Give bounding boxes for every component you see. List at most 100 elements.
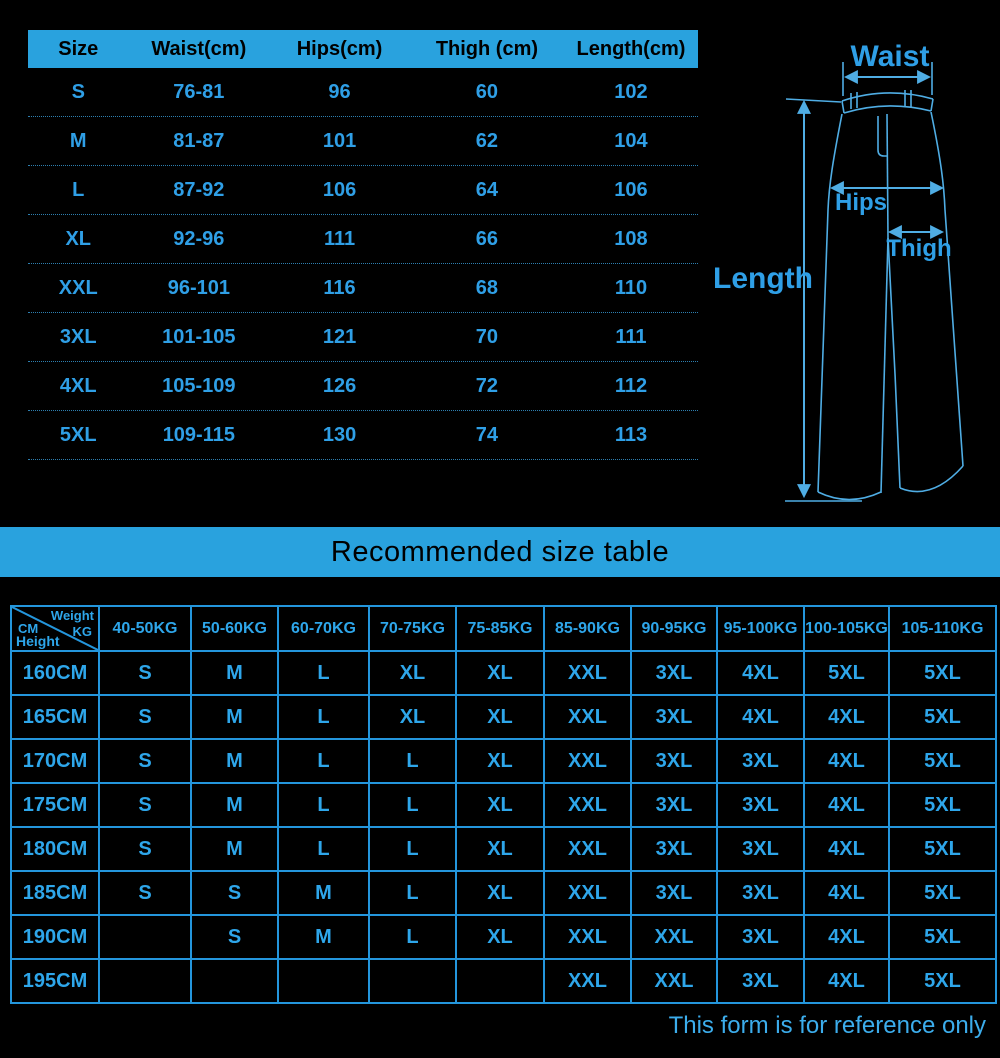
size-value-cell: S <box>98 782 192 828</box>
measurement-cell: 72 <box>475 374 499 397</box>
measurement-table-row: 4XL 105-109 126 72 112 <box>28 362 698 411</box>
column-header-hips: Hips(cm) <box>296 38 383 60</box>
measurement-cell: 121 <box>322 325 357 348</box>
right-hem-line <box>899 465 964 493</box>
size-value-cell: 3XL <box>716 958 805 1004</box>
height-cell: 190CM <box>10 914 100 960</box>
size-value-cell: 5XL <box>888 650 997 696</box>
measurement-cell: 60 <box>475 80 499 103</box>
recommended-table-row: 195CM XXL XXL 3XL 4XL 5XL <box>10 958 997 1004</box>
measurement-table-body: S 76-81 96 60 102 M 81-87 101 62 104 L 87-92 106 64 10… <box>28 68 698 460</box>
size-value-cell: S <box>190 870 279 916</box>
size-value-cell: 5XL <box>888 914 997 960</box>
weight-range-header: 100-105KG <box>803 605 890 652</box>
recommended-table-row: 165CM S M L XL XL XXL 3XL 4XL 4XL 5XL <box>10 694 997 740</box>
measurement-cell: 76-81 <box>173 80 225 103</box>
weight-range-header: 50-60KG <box>190 605 279 652</box>
size-value-cell <box>98 914 192 960</box>
size-value-cell: XL <box>455 914 545 960</box>
belt-loops <box>850 90 912 109</box>
measurement-cell: 101-105 <box>162 325 236 348</box>
size-value-cell: M <box>190 650 279 696</box>
recommended-table-row: 190CM S M L XL XXL XXL 3XL 4XL 5XL <box>10 914 997 960</box>
corner-weight-label: Weight <box>50 608 94 623</box>
banner-title: Recommended size table <box>330 535 670 568</box>
size-value-cell: M <box>277 914 370 960</box>
size-value-cell: S <box>98 694 192 740</box>
size-value-cell: 4XL <box>803 870 890 916</box>
pants-outline-drawing: Waist Hips Thigh Length <box>713 40 964 502</box>
size-value-cell: XL <box>455 650 545 696</box>
measurement-cell: 96-101 <box>167 276 230 299</box>
measurement-cell: 74 <box>475 423 499 446</box>
recommended-table-body: 160CM S M L XL XL XXL 3XL 4XL 5XL 5XL 165CM S M L XL XL X… <box>10 650 997 1004</box>
size-value-cell: XXL <box>543 870 632 916</box>
size-value-cell: M <box>190 694 279 740</box>
height-cell: 165CM <box>10 694 100 740</box>
recommended-table-header-row: Weight KG CM Height 40-50KG 50-60KG 60-70K… <box>10 605 997 652</box>
recommended-table-row: 175CM S M L L XL XXL 3XL 3XL 4XL 5XL <box>10 782 997 828</box>
fly-line <box>877 116 888 157</box>
measurement-cell: 87-92 <box>173 178 225 201</box>
waistband-side-lines <box>841 98 934 114</box>
size-value-cell <box>190 958 279 1004</box>
measurement-cell: 112 <box>614 374 648 397</box>
size-value-cell: XL <box>368 694 457 740</box>
size-value-cell: L <box>368 738 457 784</box>
size-value-cell: 3XL <box>630 738 718 784</box>
measurement-table-row: S 76-81 96 60 102 <box>28 68 698 117</box>
size-value-cell: 3XL <box>716 738 805 784</box>
size-value-cell: 5XL <box>888 738 997 784</box>
length-label: Length <box>713 262 813 295</box>
size-value-cell: XXL <box>543 738 632 784</box>
thigh-label: Thigh <box>886 235 951 262</box>
hips-label: Hips <box>835 189 887 216</box>
measurement-cell: 96 <box>328 80 351 103</box>
size-value-cell: L <box>277 826 370 872</box>
measurement-table-row: XL 92-96 111 66 108 <box>28 215 698 264</box>
measurement-cell: 64 <box>475 178 499 201</box>
size-value-cell: L <box>368 826 457 872</box>
weight-range-header: 60-70KG <box>277 605 370 652</box>
waist-label: Waist <box>851 40 930 73</box>
size-value-cell: L <box>277 694 370 740</box>
measurement-table-header: Size Waist(cm) Hips(cm) Thigh (cm) Lengt… <box>28 30 698 68</box>
measurement-table-row: M 81-87 101 62 104 <box>28 117 698 166</box>
measurement-cell: XL <box>65 227 92 250</box>
recommended-size-banner: Recommended size table <box>0 527 1000 577</box>
measurement-cell: 81-87 <box>173 129 225 152</box>
pants-measurement-diagram: Waist Hips Thigh Length <box>700 20 1000 520</box>
size-value-cell: L <box>368 914 457 960</box>
measurement-cell: 110 <box>614 276 648 299</box>
size-value-cell: 3XL <box>716 870 805 916</box>
measurement-table-row: 5XL 109-115 130 74 113 <box>28 411 698 460</box>
column-header-length: Length(cm) <box>576 38 686 60</box>
size-value-cell: XL <box>455 782 545 828</box>
weight-range-header: 70-75KG <box>368 605 457 652</box>
measurement-cell: S <box>71 80 85 103</box>
size-value-cell: XXL <box>543 914 632 960</box>
recommended-table-row: 160CM S M L XL XL XXL 3XL 4XL 5XL 5XL <box>10 650 997 696</box>
column-header-size: Size <box>58 38 99 60</box>
size-value-cell: 4XL <box>803 826 890 872</box>
size-value-cell: 3XL <box>630 694 718 740</box>
size-value-cell <box>455 958 545 1004</box>
size-value-cell: XXL <box>543 650 632 696</box>
height-cell: 180CM <box>10 826 100 872</box>
measurement-cell: 66 <box>475 227 499 250</box>
size-value-cell <box>277 958 370 1004</box>
size-value-cell: XXL <box>543 694 632 740</box>
measurement-cell: 108 <box>614 227 648 250</box>
recommended-table-row: 170CM S M L L XL XXL 3XL 3XL 4XL 5XL <box>10 738 997 784</box>
size-value-cell: S <box>98 738 192 784</box>
height-cell: 185CM <box>10 870 100 916</box>
right-inner-seam <box>887 237 901 489</box>
waist-extension-lines <box>842 62 933 96</box>
size-value-cell: XL <box>455 826 545 872</box>
measurement-table-row: 3XL 101-105 121 70 111 <box>28 313 698 362</box>
measurement-cell: 113 <box>614 423 648 446</box>
measurement-cell: 106 <box>614 178 648 201</box>
corner-kg-label: KG <box>72 624 93 639</box>
waistband-top-line <box>841 92 934 102</box>
